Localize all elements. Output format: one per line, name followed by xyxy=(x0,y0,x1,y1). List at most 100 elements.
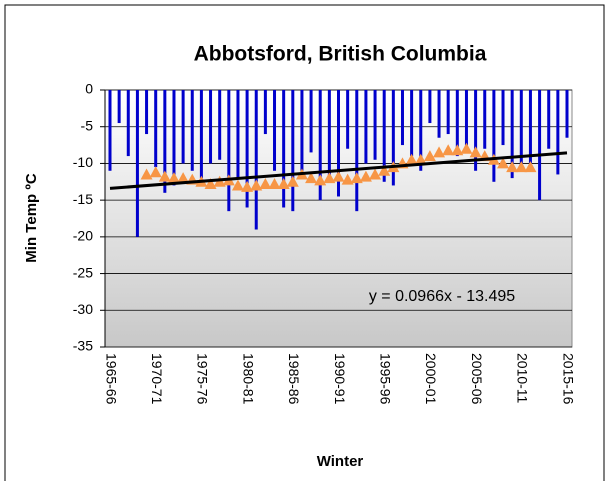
moving-average-marker xyxy=(305,172,318,184)
bar xyxy=(145,90,149,135)
bar xyxy=(510,90,514,179)
bar xyxy=(382,90,386,182)
bar xyxy=(135,90,139,237)
bar xyxy=(172,90,176,186)
bar xyxy=(309,90,313,153)
x-tick-label: 1990-91 xyxy=(332,353,348,405)
bar xyxy=(400,90,404,146)
moving-average-marker xyxy=(433,146,446,158)
moving-average-marker xyxy=(350,172,363,184)
bar xyxy=(327,90,331,179)
bar xyxy=(464,90,468,153)
x-tick-label: 1970-71 xyxy=(149,353,165,405)
bar xyxy=(492,90,496,182)
bar xyxy=(163,90,167,193)
moving-average-marker xyxy=(259,177,272,189)
moving-average-marker xyxy=(414,153,427,165)
y-tick-label: -35 xyxy=(73,338,93,354)
bar xyxy=(337,90,340,197)
y-tick-label: 0 xyxy=(85,81,93,97)
bar xyxy=(190,90,194,171)
moving-average-marker xyxy=(177,172,190,184)
moving-average-marker xyxy=(378,164,391,176)
x-tick-label: 1995-96 xyxy=(377,353,393,405)
bar xyxy=(373,90,377,160)
bar xyxy=(528,90,532,164)
y-axis-label: Min Temp ºC xyxy=(23,173,40,263)
bar xyxy=(318,90,322,201)
moving-average-marker xyxy=(524,161,537,173)
moving-average-marker xyxy=(405,153,418,165)
moving-average-marker xyxy=(332,170,345,182)
moving-average-marker xyxy=(323,172,336,184)
bar xyxy=(565,90,569,138)
moving-average-marker xyxy=(277,177,290,189)
bar xyxy=(218,90,222,160)
moving-average-marker xyxy=(286,175,299,187)
y-tick-label: -15 xyxy=(73,191,93,207)
trendline xyxy=(109,151,568,190)
y-tick-label: -5 xyxy=(81,117,94,133)
moving-average-marker xyxy=(460,142,473,154)
y-tick-label: -20 xyxy=(73,228,93,244)
moving-average-marker xyxy=(250,179,263,191)
moving-average-marker xyxy=(469,146,482,158)
chart-title: Abbotsford, British Columbia xyxy=(194,43,487,66)
moving-average-marker xyxy=(314,174,327,186)
y-tick-label: -25 xyxy=(73,264,93,280)
bar xyxy=(455,90,459,157)
moving-average-marker xyxy=(341,173,354,185)
bar xyxy=(108,90,112,171)
bar xyxy=(538,90,542,201)
bar xyxy=(437,90,441,138)
moving-average-marker xyxy=(506,161,519,173)
bar xyxy=(227,90,231,212)
moving-average-marker xyxy=(241,180,254,192)
bar xyxy=(556,90,560,175)
bar xyxy=(501,90,505,146)
x-tick-label: 1985-86 xyxy=(286,353,302,405)
bar xyxy=(236,90,240,179)
moving-average-marker xyxy=(423,150,436,162)
bar xyxy=(355,90,359,212)
moving-average-marker xyxy=(204,177,217,189)
y-tick-label: -30 xyxy=(73,301,93,317)
moving-average-marker xyxy=(140,168,153,180)
moving-average-marker xyxy=(497,157,510,169)
x-tick-label: 1965-66 xyxy=(103,353,119,405)
bar xyxy=(282,90,286,208)
bar xyxy=(446,90,450,135)
bar xyxy=(419,90,423,171)
bar xyxy=(245,90,249,208)
x-tick-label: 1980-81 xyxy=(240,353,256,405)
bar xyxy=(346,90,350,149)
moving-average-marker xyxy=(442,144,455,156)
moving-average-marker xyxy=(231,179,244,191)
y-tick-label: -10 xyxy=(73,154,93,170)
bar xyxy=(483,90,487,149)
bar xyxy=(209,90,213,164)
bar xyxy=(474,90,478,171)
bar xyxy=(199,90,203,179)
bar xyxy=(117,90,121,124)
bar xyxy=(263,90,267,135)
moving-average-marker xyxy=(158,170,171,182)
x-tick-label: 2000-01 xyxy=(423,353,439,405)
bar xyxy=(300,90,304,171)
bar xyxy=(254,90,258,230)
bar xyxy=(410,90,414,157)
moving-average-marker xyxy=(359,170,372,182)
moving-average-marker xyxy=(369,168,382,180)
moving-average-marker xyxy=(167,172,180,184)
bar xyxy=(364,90,368,164)
moving-average-marker xyxy=(515,161,528,173)
bar xyxy=(273,90,277,171)
bar xyxy=(428,90,432,124)
bar xyxy=(291,90,295,212)
x-tick-label: 2015-16 xyxy=(560,353,576,405)
trendline-equation: y = 0.0966x - 13.495 xyxy=(369,288,515,305)
x-tick-label: 1975-76 xyxy=(195,353,211,405)
bar xyxy=(126,90,130,157)
moving-average-marker xyxy=(149,166,162,178)
